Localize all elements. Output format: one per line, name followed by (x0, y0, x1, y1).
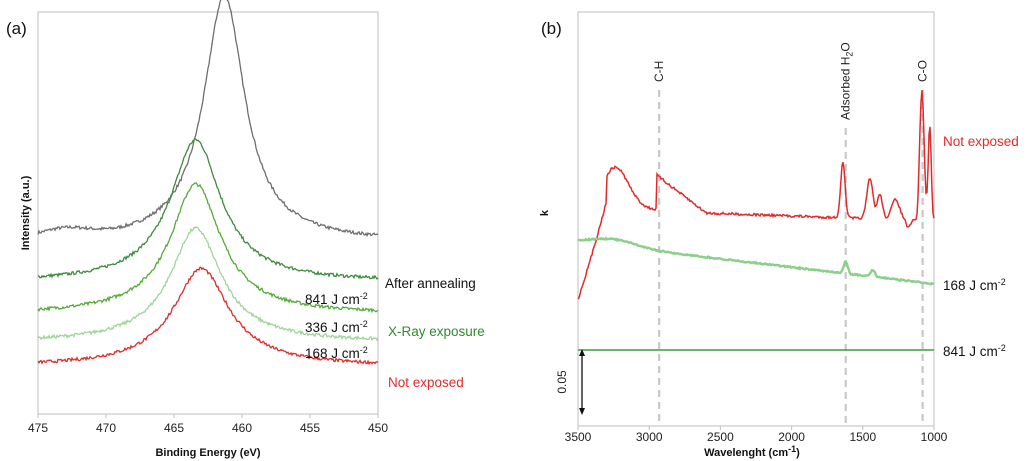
panel-b-plot-area (577, 11, 935, 427)
panel-b-x-tick-4: 1500 (849, 430, 876, 444)
label-not-exposed-b: Not exposed (943, 134, 1019, 149)
scale-bar-label: 0.05 (555, 370, 569, 394)
panel-b-x-tick-0: 3500 (565, 430, 592, 444)
panel-b-x-tick-3: 2000 (778, 430, 805, 444)
panel-b-y-axis-title: k (539, 209, 551, 216)
label-after-annealing: After annealing (385, 276, 476, 291)
panel-a-x-tick-3: 460 (232, 421, 252, 435)
label-168-a: 168 J cm-2 (305, 345, 368, 361)
panel-a-series-annealed (37, 0, 379, 238)
panel-a-plot-area (37, 11, 379, 415)
ref-label-1: Adsorbed H2O (839, 42, 855, 120)
panel-a-series (37, 0, 379, 366)
panel-a-x-tick-0: 475 (28, 421, 48, 435)
panel-a-series-168 (37, 226, 379, 342)
panel-a-x-tick-5: 450 (368, 421, 388, 435)
panel-b-x-tick-2: 2500 (707, 430, 734, 444)
panel-b-label: (b) (541, 19, 562, 38)
panel-b-x-axis-title: Wavelenght (cm-1) (704, 444, 800, 459)
panel-a-label: (a) (6, 19, 27, 38)
panel-a-x-ticks: 475 470 465 460 455 450 (28, 414, 388, 435)
panel-a-xps-spectrum: (a) 475 470 465 460 455 450 Binding Energy (e… (6, 0, 485, 459)
panel-a-x-tick-4: 455 (300, 421, 320, 435)
scale-bar: 0.05 (555, 349, 585, 415)
panel-a-series-not_exposed (37, 266, 379, 366)
panel-b-reference-lines: C-H Adsorbed H2O C-O (652, 42, 930, 426)
panel-a-x-tick-1: 470 (96, 421, 116, 435)
label-841-a: 841 J cm-2 (305, 291, 368, 307)
panel-a-x-axis-title: Binding Energy (eV) (155, 447, 260, 459)
panel-a-x-tick-2: 465 (164, 421, 184, 435)
ref-label-2: C-O (916, 60, 930, 82)
panel-a-series-841 (37, 137, 379, 280)
label-841-b: 841 J cm-2 (943, 343, 1006, 359)
panel-a-curve-labels: After annealing 841 J cm-2 336 J cm-2 X-… (305, 276, 485, 390)
panel-b-curve-labels: Not exposed 168 J cm-2 841 J cm-2 (943, 134, 1019, 359)
panel-a-series-336 (37, 182, 379, 314)
panel-b-series-not_exposed (577, 90, 935, 300)
ref-label-0: C-H (652, 61, 666, 82)
panel-b-series-168 (577, 236, 935, 286)
label-168-b: 168 J cm-2 (943, 277, 1006, 293)
panel-b-x-ticks: 3500 3000 2500 2000 1500 1000 (565, 426, 948, 444)
panel-b-optical-constant: (b) C-H Adsorbed H2O C-O 3500 3000 2500 2000 1… (539, 11, 1019, 459)
label-336-a: 336 J cm-2 (305, 319, 368, 335)
label-x-ray-exposure: X-Ray exposure (388, 324, 485, 339)
panel-b-x-tick-1: 3000 (636, 430, 663, 444)
panel-b-x-tick-5: 1000 (921, 430, 948, 444)
panel-a-y-axis-title: Intensity (a.u.) (20, 175, 32, 250)
label-not-exposed-a: Not exposed (388, 375, 464, 390)
panel-b-series (577, 90, 935, 351)
